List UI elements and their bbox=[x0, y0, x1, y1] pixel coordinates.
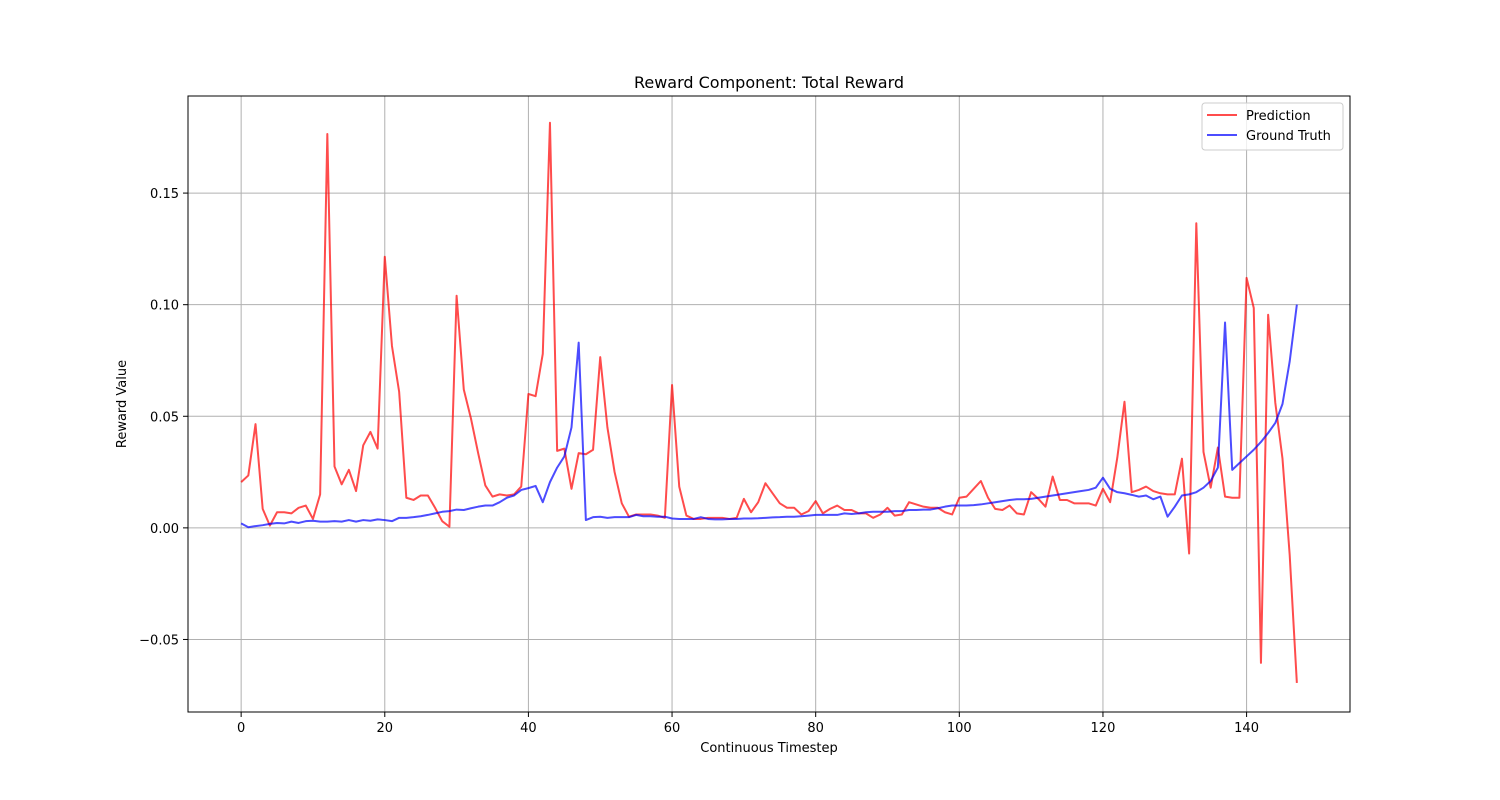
y-tick-label: 0.05 bbox=[150, 410, 179, 425]
x-tick-label: 120 bbox=[1091, 721, 1116, 736]
series-line-prediction bbox=[240, 121, 1298, 684]
x-tick-label: 140 bbox=[1234, 721, 1259, 736]
x-tick-label: 80 bbox=[807, 721, 824, 736]
plot-frame bbox=[187, 95, 1351, 713]
chart-title: Reward Component: Total Reward bbox=[634, 73, 904, 92]
y-axis-label: Reward Value bbox=[115, 360, 130, 448]
y-tick-label: 0.10 bbox=[150, 299, 179, 314]
y-tick-label: 0.00 bbox=[150, 522, 179, 537]
x-axis-ticks: 0 20 40 60 80 100 120 140 bbox=[237, 712, 1259, 736]
legend-box bbox=[1201, 102, 1344, 151]
legend-label-prediction: Prediction bbox=[1246, 109, 1311, 124]
legend: Prediction Ground Truth bbox=[1201, 102, 1344, 151]
x-tick-label: 60 bbox=[664, 721, 681, 736]
series-line-ground-truth bbox=[240, 304, 1298, 529]
x-tick-label: 100 bbox=[947, 721, 972, 736]
x-axis-label: Continuous Timestep bbox=[700, 741, 838, 756]
legend-label-ground-truth: Ground Truth bbox=[1246, 129, 1331, 144]
x-tick-label: 20 bbox=[377, 721, 394, 736]
x-tick-label: 40 bbox=[520, 721, 537, 736]
y-tick-label: −0.05 bbox=[139, 633, 179, 648]
y-tick-label: 0.15 bbox=[150, 187, 179, 202]
series-lines bbox=[240, 121, 1298, 684]
y-axis-ticks: −0.05 0.00 0.05 0.10 0.15 bbox=[139, 187, 188, 648]
x-tick-label: 0 bbox=[237, 721, 245, 736]
